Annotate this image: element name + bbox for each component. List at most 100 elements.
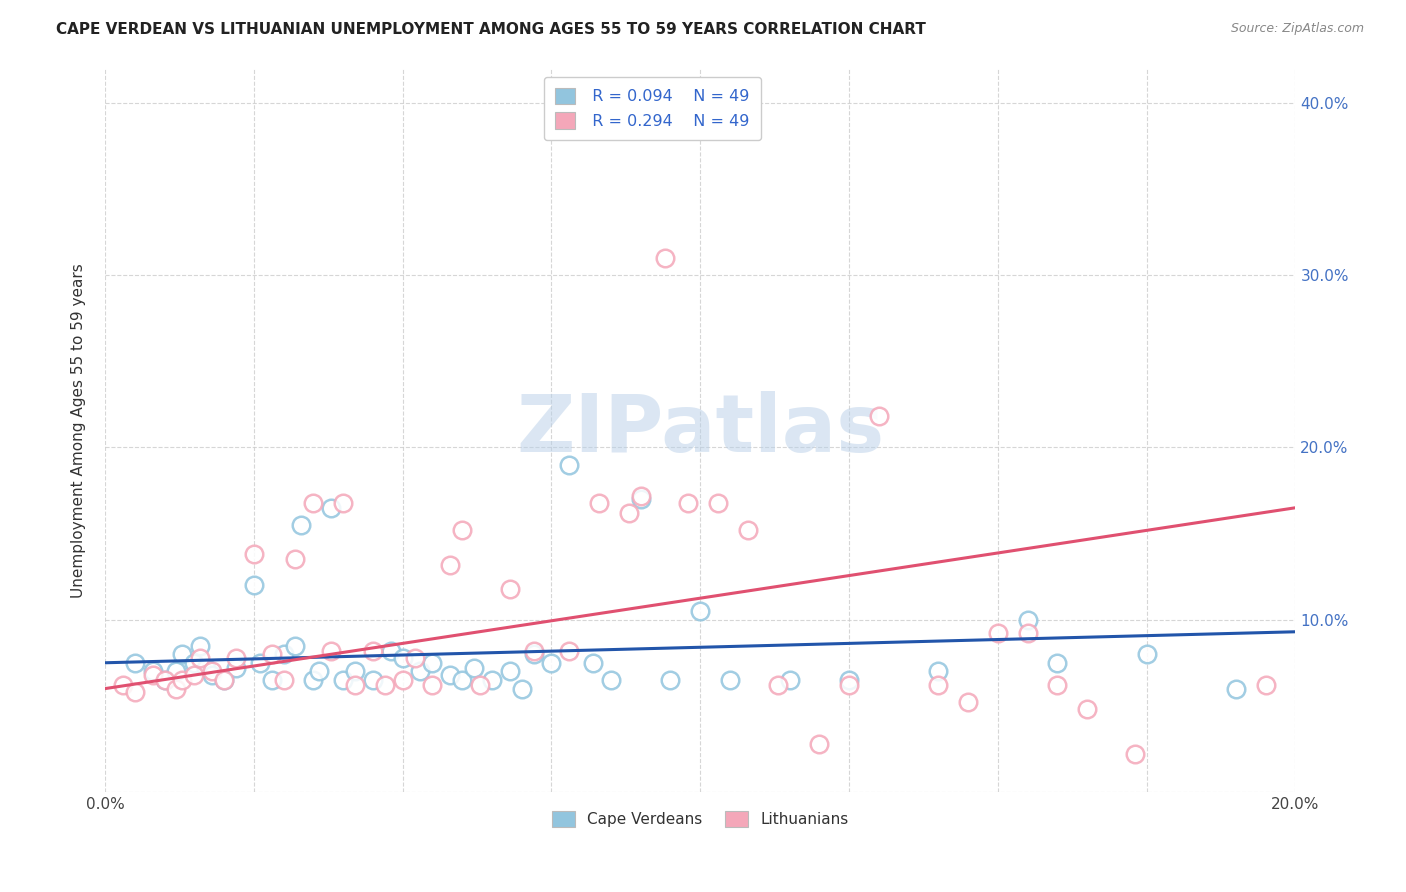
Point (361, 644, 384, 658)
Point (225, 650, 247, 665)
Text: Source: ZipAtlas.com: Source: ZipAtlas.com (1230, 22, 1364, 36)
Point (422, 678, 444, 692)
Point (439, 558, 461, 572)
Point (957, 695, 980, 709)
Point (212, 673, 235, 687)
Point (243, 578, 266, 592)
Point (153, 673, 176, 687)
Legend: Cape Verdeans, Lithuanians: Cape Verdeans, Lithuanians (544, 804, 856, 835)
Point (481, 673, 503, 687)
Point (766, 678, 789, 692)
Point (422, 656, 444, 670)
Point (188, 650, 211, 665)
Point (707, 495, 730, 509)
Point (1017, 613, 1039, 627)
Point (111, 678, 134, 692)
Point (718, 673, 741, 687)
Point (451, 523, 474, 537)
Point (468, 678, 491, 692)
Point (1136, 647, 1159, 661)
Point (1076, 702, 1098, 716)
Point (588, 495, 610, 509)
Point (361, 673, 384, 687)
Point (1046, 678, 1069, 692)
Point (302, 495, 325, 509)
Point (987, 626, 1010, 640)
Point (212, 673, 235, 687)
Point (260, 647, 283, 661)
Point (308, 665, 330, 679)
Point (124, 685, 146, 699)
Point (321, 500, 343, 515)
Point (343, 665, 366, 679)
Point (284, 552, 307, 566)
Point (439, 668, 461, 682)
Point (1254, 678, 1277, 692)
Point (499, 665, 522, 679)
Point (630, 489, 652, 503)
Point (391, 673, 413, 687)
Point (332, 673, 354, 687)
Point (927, 665, 949, 679)
Point (558, 458, 581, 472)
Point (510, 681, 533, 696)
Point (808, 737, 831, 751)
Point (201, 665, 224, 679)
Point (499, 582, 522, 596)
Point (183, 668, 205, 682)
Point (284, 639, 307, 653)
Point (183, 656, 205, 670)
Point (243, 547, 266, 561)
Point (927, 678, 949, 692)
Point (451, 673, 474, 687)
Point (558, 644, 581, 658)
Point (124, 656, 146, 670)
Point (868, 409, 890, 424)
Point (463, 661, 485, 675)
Point (165, 681, 187, 696)
Point (1225, 681, 1247, 696)
Point (838, 673, 860, 687)
Text: ZIPatlas: ZIPatlas (516, 392, 884, 469)
Point (302, 673, 325, 687)
Point (201, 668, 224, 682)
Point (332, 495, 354, 509)
Point (678, 495, 700, 509)
Point (188, 639, 211, 653)
Point (689, 604, 711, 618)
Point (522, 647, 544, 661)
Point (779, 673, 801, 687)
Point (249, 656, 271, 670)
Point (290, 518, 312, 533)
Point (260, 673, 283, 687)
Text: CAPE VERDEAN VS LITHUANIAN UNEMPLOYMENT AMONG AGES 55 TO 59 YEARS CORRELATION CH: CAPE VERDEAN VS LITHUANIAN UNEMPLOYMENT … (56, 22, 927, 37)
Point (630, 492, 652, 507)
Point (374, 678, 396, 692)
Point (600, 673, 623, 687)
Point (225, 661, 247, 675)
Point (172, 673, 194, 687)
Point (273, 647, 295, 661)
Point (165, 665, 187, 679)
Point (195, 661, 218, 675)
Point (343, 678, 366, 692)
Point (380, 644, 402, 658)
Point (654, 251, 676, 265)
Point (273, 673, 295, 687)
Point (404, 650, 426, 665)
Point (321, 644, 343, 658)
Point (737, 523, 759, 537)
Point (659, 673, 682, 687)
Point (142, 668, 165, 682)
Point (391, 650, 413, 665)
Point (1123, 747, 1146, 761)
Point (1046, 656, 1069, 670)
Y-axis label: Unemployment Among Ages 55 to 59 years: Unemployment Among Ages 55 to 59 years (72, 263, 86, 598)
Point (1017, 626, 1039, 640)
Point (142, 665, 165, 679)
Point (153, 673, 176, 687)
Point (522, 644, 544, 658)
Point (617, 506, 640, 520)
Point (409, 665, 432, 679)
Point (540, 656, 562, 670)
